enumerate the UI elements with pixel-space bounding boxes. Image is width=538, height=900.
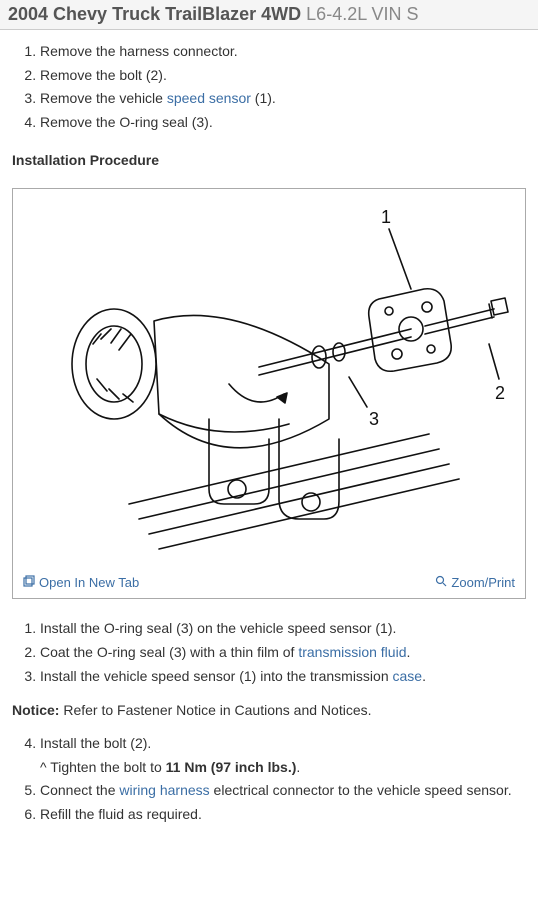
notice-text: Notice: Refer to Fastener Notice in Caut… [12, 702, 526, 718]
list-item: Coat the O-ring seal (3) with a thin fil… [40, 643, 526, 663]
vehicle-title: 2004 Chevy Truck TrailBlazer 4WD [8, 4, 301, 24]
speed-sensor-link[interactable]: speed sensor [167, 90, 251, 106]
list-item: Remove the vehicle speed sensor (1). [40, 89, 526, 109]
list-item: Install the vehicle speed sensor (1) int… [40, 667, 526, 687]
list-item: Remove the harness connector. [40, 42, 526, 62]
list-item: Install the O-ring seal (3) on the vehic… [40, 619, 526, 639]
diagram-label-2: 2 [495, 383, 505, 403]
transmission-fluid-link[interactable]: transmission fluid [298, 644, 406, 660]
list-item: Remove the O-ring seal (3). [40, 113, 526, 133]
torque-substep: ^ Tighten the bolt to 11 Nm (97 inch lbs… [12, 758, 526, 778]
case-link[interactable]: case [393, 668, 423, 684]
diagram-image: 1 2 3 [13, 189, 525, 569]
list-item: Install the bolt (2). [40, 734, 526, 754]
installation-steps-b: Install the bolt (2). [12, 734, 526, 754]
installation-steps-b2: Connect the wiring harness electrical co… [12, 781, 526, 824]
list-item: Remove the bolt (2). [40, 66, 526, 86]
figure-toolbar: Open In New Tab Zoom/Print [13, 569, 525, 598]
wiring-harness-link[interactable]: wiring harness [119, 782, 209, 798]
list-item: Refill the fluid as required. [40, 805, 526, 825]
open-new-tab-button[interactable]: Open In New Tab [23, 575, 139, 590]
diagram-figure: 1 2 3 Open In New Tab Zoom/Print [12, 188, 526, 599]
zoom-print-button[interactable]: Zoom/Print [435, 575, 515, 590]
list-item: Connect the wiring harness electrical co… [40, 781, 526, 801]
article-body: Remove the harness connector. Remove the… [0, 30, 538, 841]
new-tab-icon [23, 575, 35, 590]
magnifier-icon [435, 575, 447, 590]
installation-procedure-heading: Installation Procedure [12, 152, 526, 168]
diagram-label-1: 1 [381, 207, 391, 227]
engine-spec: L6-4.2L VIN S [306, 4, 418, 24]
vehicle-header: 2004 Chevy Truck TrailBlazer 4WD L6-4.2L… [0, 0, 538, 30]
installation-steps-a: Install the O-ring seal (3) on the vehic… [12, 619, 526, 686]
diagram-label-3: 3 [369, 409, 379, 429]
removal-steps: Remove the harness connector. Remove the… [12, 42, 526, 132]
